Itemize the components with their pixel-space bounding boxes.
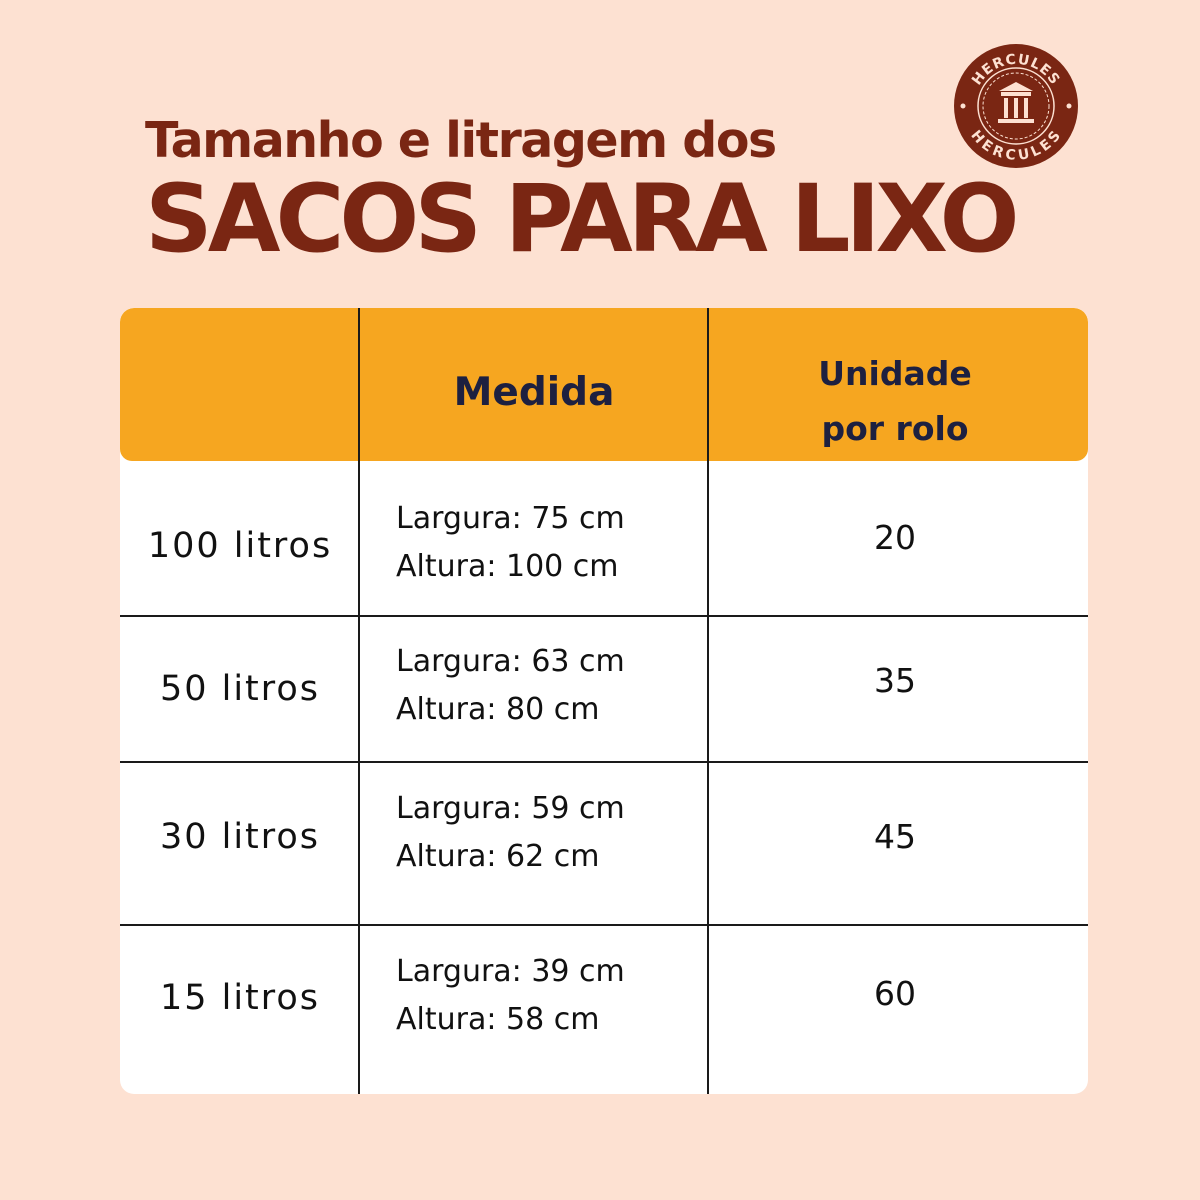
- row-size: 50 litros: [159, 669, 321, 709]
- sizes-table: Medida Unidade por rolo 100 litros Largu…: [120, 308, 1088, 1094]
- row-largura: Largura: 59 cm: [396, 791, 625, 826]
- row-altura: Altura: 62 cm: [396, 839, 600, 874]
- row-measure: Largura: 39 cm Altura: 58 cm: [396, 948, 625, 1044]
- row-divider: [120, 615, 1088, 617]
- row-size: 15 litros: [159, 978, 321, 1018]
- row-measure: Largura: 59 cm Altura: 62 cm: [396, 785, 625, 881]
- row-divider: [120, 761, 1088, 763]
- temple-icon: [998, 82, 1034, 123]
- header-unidade-line2: por rolo: [821, 409, 969, 448]
- row-largura: Largura: 39 cm: [396, 954, 625, 989]
- title-small: Tamanho e litragem dos: [145, 112, 777, 169]
- row-divider: [120, 924, 1088, 926]
- row-size: 30 litros: [159, 817, 321, 857]
- row-altura: Altura: 58 cm: [396, 1002, 600, 1037]
- table-header: [120, 308, 1088, 461]
- brand-logo: HERCULES HERCULES: [954, 44, 1078, 168]
- row-altura: Altura: 100 cm: [396, 549, 619, 584]
- row-largura: Largura: 75 cm: [396, 501, 625, 536]
- row-units: 35: [874, 661, 916, 700]
- column-divider: [707, 308, 709, 1094]
- title-big: SACOS PARA LIXO: [145, 165, 1020, 274]
- header-unidade-line1: Unidade: [818, 354, 972, 393]
- column-divider: [358, 308, 360, 1094]
- row-size: 100 litros: [147, 526, 333, 566]
- row-units: 60: [874, 974, 916, 1013]
- row-units: 20: [874, 518, 916, 557]
- row-largura: Largura: 63 cm: [396, 644, 625, 679]
- row-units: 45: [874, 817, 916, 856]
- row-altura: Altura: 80 cm: [396, 692, 600, 727]
- header-unidade: Unidade por rolo: [710, 346, 1080, 456]
- row-measure: Largura: 75 cm Altura: 100 cm: [396, 495, 625, 591]
- header-medida: Medida: [453, 370, 615, 415]
- row-measure: Largura: 63 cm Altura: 80 cm: [396, 638, 625, 734]
